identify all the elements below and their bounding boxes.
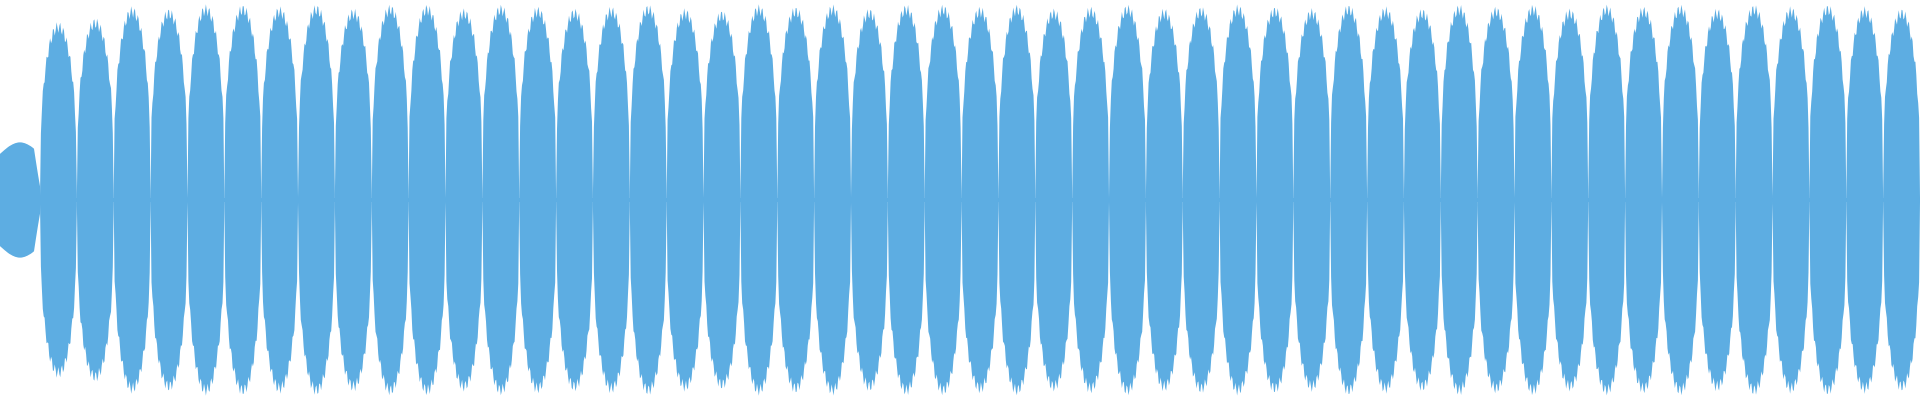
waveform-burst [76,18,114,382]
waveform-burst [1440,5,1478,395]
waveform-burst [150,9,188,391]
waveform-burst [445,8,483,392]
waveform-burst [1403,9,1441,391]
waveform-burst [961,6,999,394]
waveform-burst [1772,6,1810,394]
waveform-burst [261,6,298,394]
waveform-burst [40,22,77,378]
waveform-burst [703,11,741,389]
waveform-bursts [0,4,1920,396]
waveform-burst [1625,6,1662,394]
waveform-burst [998,4,1036,396]
waveform-burst [1109,4,1146,396]
waveform-burst [740,4,778,396]
waveform-burst [556,8,593,392]
waveform-burst [1293,8,1331,392]
waveform-burst [592,6,630,394]
waveform-burst [371,4,409,396]
waveform-burst [1256,8,1294,392]
waveform-burst [113,6,151,394]
waveform-burst [1330,6,1368,394]
waveform-burst [298,5,335,395]
waveform-burst [1035,8,1073,392]
waveform-burst [519,6,557,394]
waveform-burst [1661,4,1699,396]
waveform-burst [1698,8,1736,392]
waveform-burst [887,5,925,395]
waveform-burst [482,4,520,396]
waveform-burst [1883,9,1920,391]
waveform-burst [187,4,225,396]
waveform-burst [1588,4,1626,396]
waveform-burst [1514,4,1552,396]
waveform-burst [408,5,446,395]
waveform-burst [924,4,962,396]
waveform-burst [629,5,667,395]
waveform-burst [1367,6,1404,394]
waveform-burst [814,4,851,396]
waveform-burst [1145,8,1183,392]
waveform-burst [1219,4,1257,396]
waveform-burst [334,8,372,392]
waveform-burst [1735,5,1773,395]
waveform-burst [224,6,262,394]
waveform-burst [1809,6,1847,394]
waveform-burst [1182,7,1220,393]
waveform-burst [777,8,815,392]
waveform-burst [1477,6,1515,394]
waveform-burst [666,8,704,392]
waveform-burst [1551,8,1589,392]
waveform-burst [850,9,888,391]
waveform-burst [1846,6,1884,394]
waveform-intro [0,142,40,258]
waveform-burst [1072,6,1109,394]
